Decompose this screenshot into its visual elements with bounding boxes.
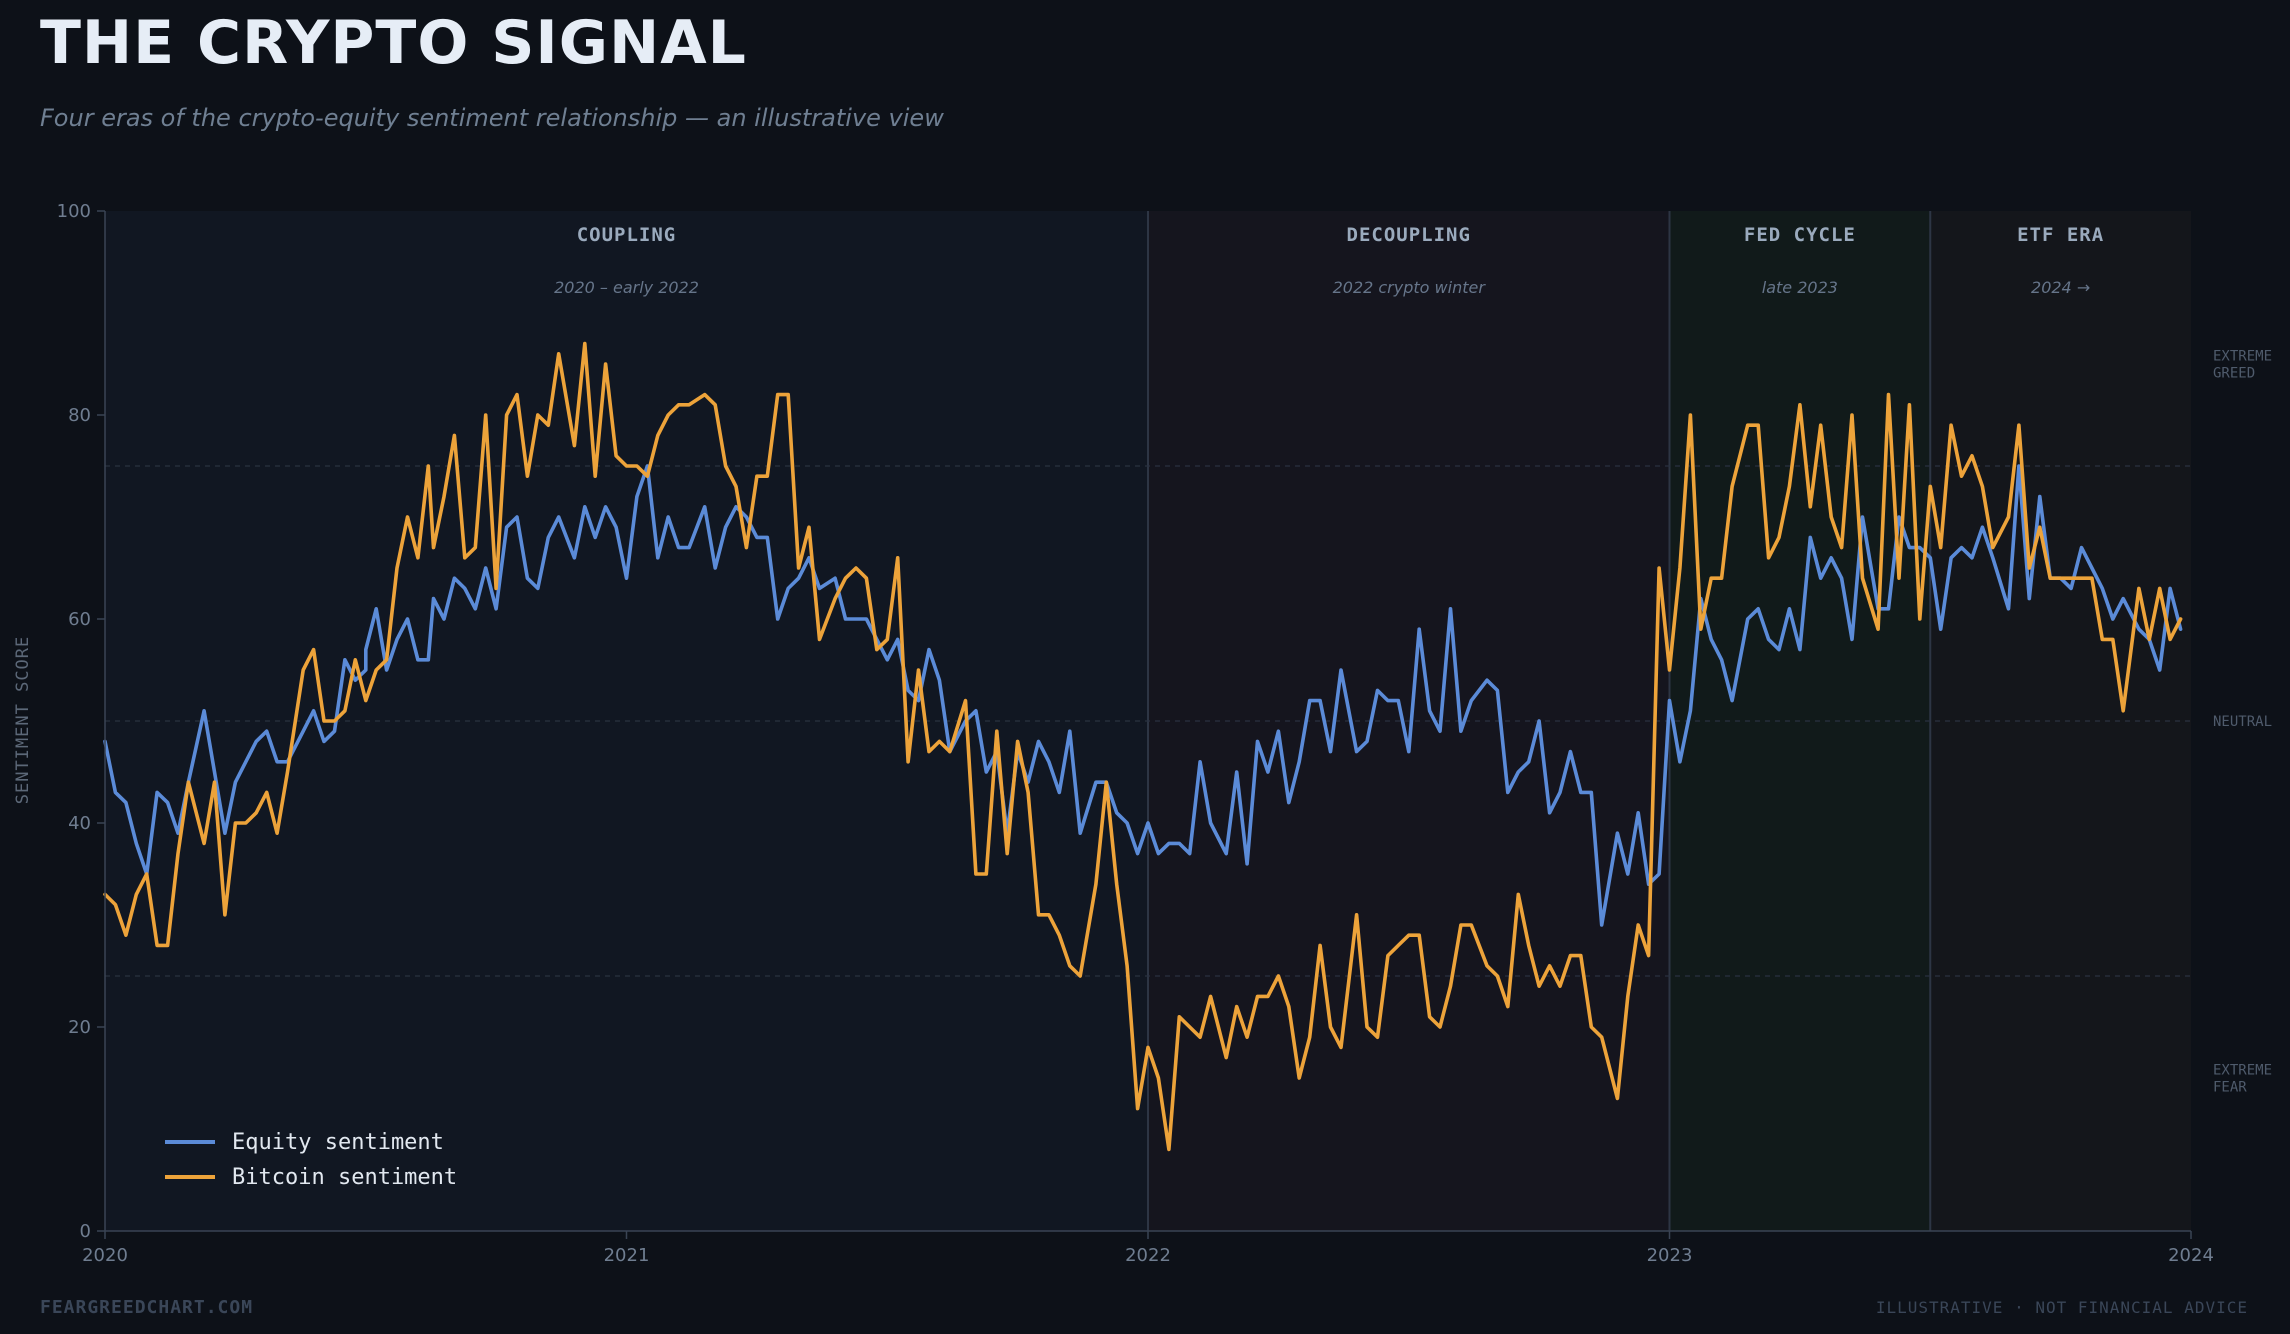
x-tick-label: 2024 <box>2168 1245 2214 1266</box>
era-period: 2024 → <box>2031 278 2090 297</box>
y-tick-label: 80 <box>68 405 91 426</box>
era-period: 2022 crypto winter <box>1333 278 1487 297</box>
y-tick-label: 100 <box>57 201 91 222</box>
zone-label: FEAR <box>2213 1080 2247 1096</box>
era-name: COUPLING <box>577 224 677 246</box>
legend: Equity sentiment Bitcoin sentiment <box>165 1130 457 1190</box>
legend-label: Bitcoin sentiment <box>232 1165 457 1190</box>
page-title: THE CRYPTO SIGNAL <box>40 8 747 78</box>
era-name: FED CYCLE <box>1744 224 1856 246</box>
page-subtitle: Four eras of the crypto-equity sentiment… <box>40 104 944 132</box>
zone-label: EXTREME <box>2213 349 2272 365</box>
footer-disclaimer: ILLUSTRATIVE · NOT FINANCIAL ADVICE <box>1875 1298 2248 1317</box>
era-labels: COUPLING 2020 – early 2022 DECOUPLING 2022 … <box>554 224 2104 297</box>
y-tick-label: 20 <box>68 1017 91 1038</box>
y-axis-label: SENTIMENT SCORE <box>13 636 33 805</box>
zone-label: EXTREME <box>2213 1063 2272 1079</box>
era-period: 2020 – early 2022 <box>554 278 699 297</box>
zone-label: NEUTRAL <box>2213 714 2272 730</box>
x-tick-label: 2021 <box>604 1245 650 1266</box>
y-tick-label: 0 <box>80 1221 91 1242</box>
legend-label: Equity sentiment <box>232 1130 444 1155</box>
era-period: late 2023 <box>1762 278 1838 297</box>
series-lines <box>103 341 2183 1152</box>
series-line <box>103 464 2183 927</box>
y-tick-label: 40 <box>68 813 91 834</box>
y-tick-label: 60 <box>68 609 91 630</box>
zone-label: GREED <box>2213 366 2255 382</box>
era-name: DECOUPLING <box>1347 224 1471 246</box>
x-tick-label: 2023 <box>1647 1245 1693 1266</box>
x-tick-label: 2020 <box>82 1245 128 1266</box>
x-tick-label: 2022 <box>1125 1245 1171 1266</box>
series-line <box>103 341 2183 1152</box>
reference-lines <box>105 465 2191 977</box>
axes: 0 20 40 60 80 100 2020 2021 2022 2023 2024 <box>57 201 2214 1266</box>
era-name: ETF ERA <box>2017 224 2104 246</box>
footer-site: FEARGREEDCHART.COM <box>40 1297 254 1318</box>
